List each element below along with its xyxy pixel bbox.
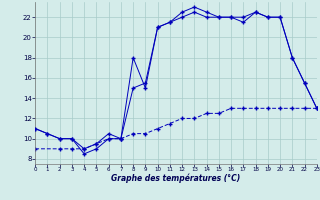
X-axis label: Graphe des températures (°C): Graphe des températures (°C) [111,174,241,183]
